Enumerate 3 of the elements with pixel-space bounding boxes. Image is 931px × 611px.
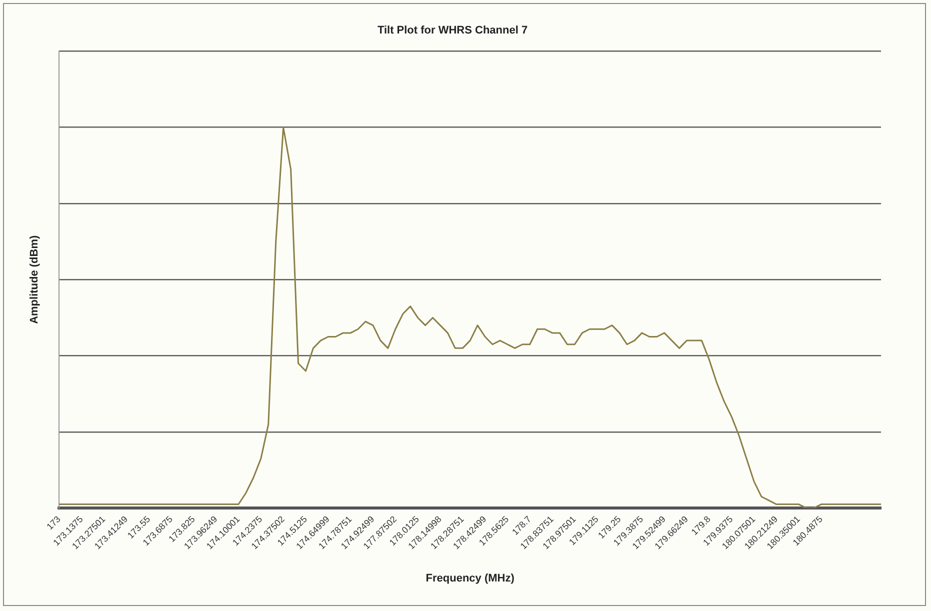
x-axis-title: Frequency (MHz) — [426, 572, 515, 584]
chart-title: Tilt Plot for WHRS Channel 7 — [377, 24, 528, 37]
y-axis-title: Amplitude (dBm) — [28, 235, 41, 324]
